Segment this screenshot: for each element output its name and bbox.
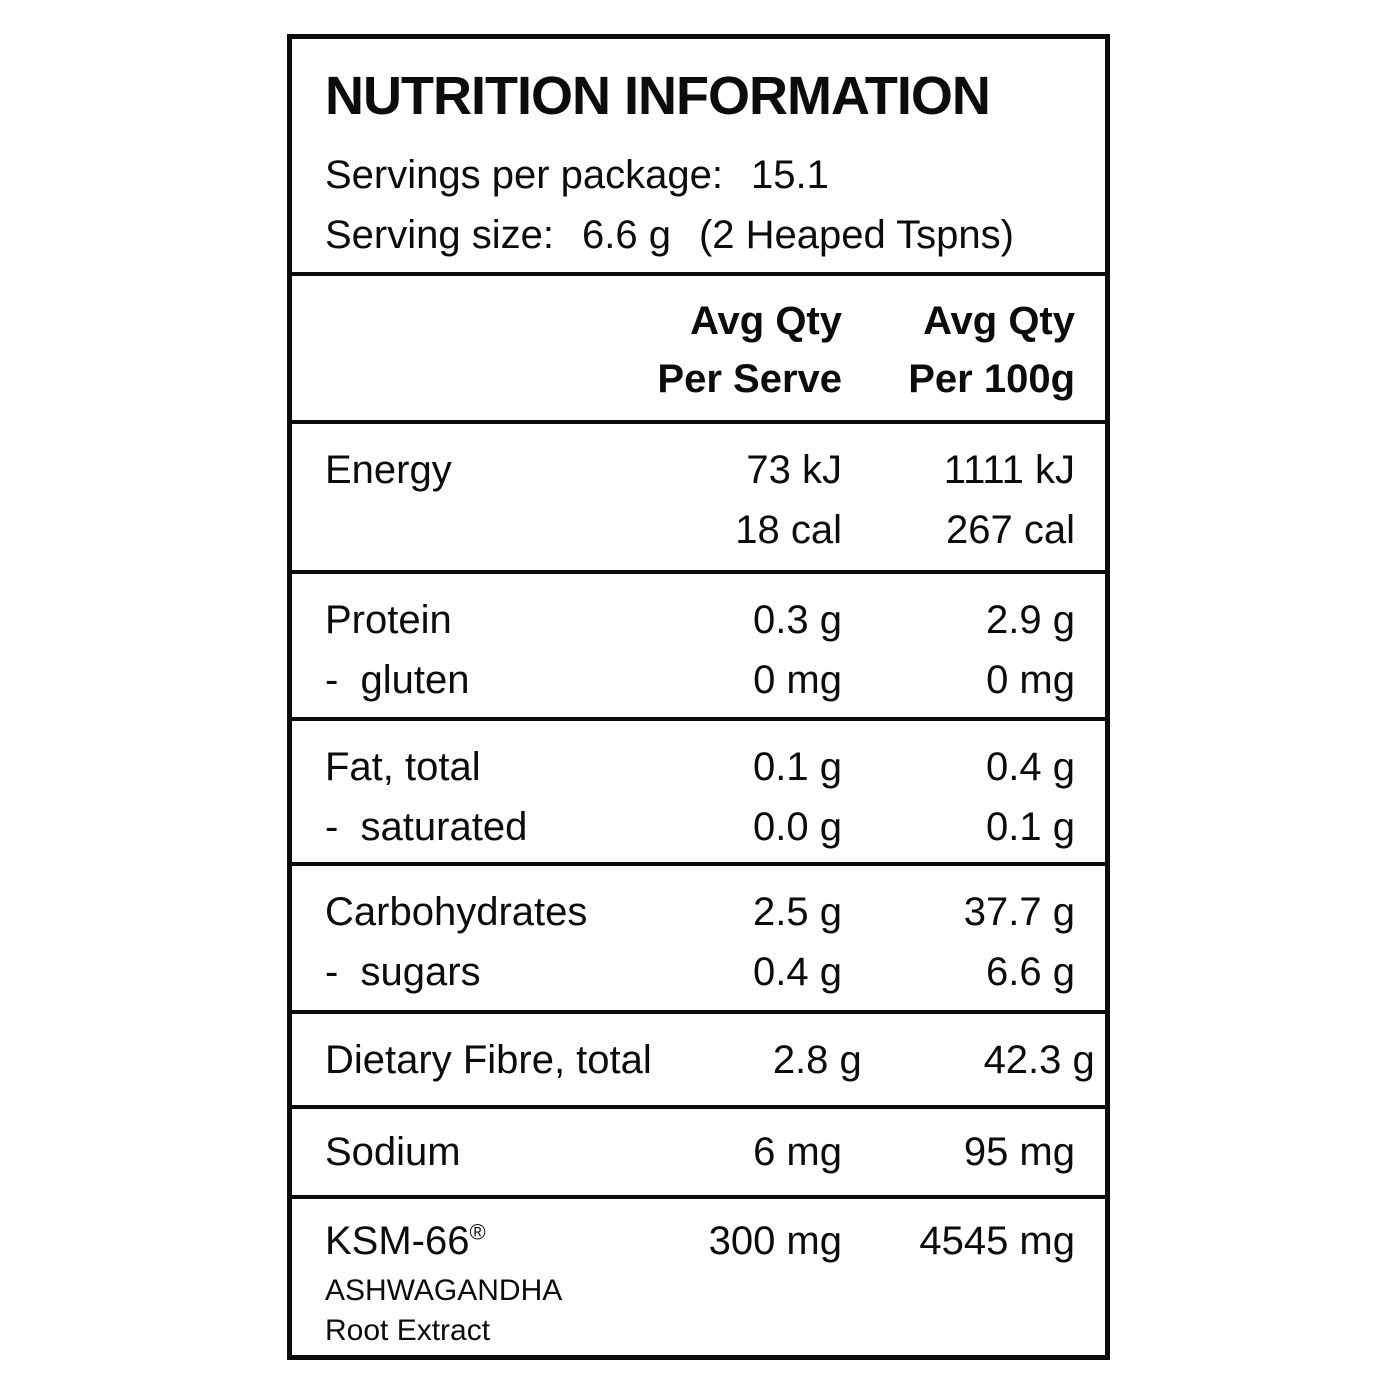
per-serve-header-line1: Avg Qty (690, 299, 842, 343)
fat-total-per-serve: 0.1 g (753, 745, 842, 789)
protein-per-100g: 2.9 g (986, 598, 1075, 642)
dietary-fibre-per-100g: 42.3 g (983, 1037, 1095, 1082)
carbohydrates-per-100g: 37.7 g (963, 890, 1075, 934)
dietary-fibre-per-serve: 2.8 g (772, 1037, 862, 1082)
per-serve-header-line2: Per Serve (657, 357, 842, 401)
protein-per-serve: 0.3 g (753, 598, 842, 642)
sugars-label: - sugars (325, 950, 481, 994)
energy-per-100g-kj: 1111 kJ (943, 448, 1075, 492)
energy-per-100g-cal: 267 cal (946, 508, 1075, 552)
fat-saturated-per-serve: 0.0 g (753, 805, 842, 849)
column-headers: Avg Qty Per Serve Avg Qty Per 100g (292, 272, 1105, 420)
carbohydrates-label: Carbohydrates (325, 890, 588, 934)
sodium-per-serve: 6 mg (753, 1130, 842, 1174)
energy-per-serve-kj: 73 kJ (746, 448, 842, 492)
sugars-per-100g: 6.6 g (986, 950, 1075, 994)
gluten-per-serve: 0 mg (753, 658, 842, 702)
sodium-per-100g: 95 mg (963, 1130, 1075, 1174)
fat-total-per-100g: 0.4 g (986, 745, 1075, 789)
ksm66-per-serve: 300 mg (708, 1219, 842, 1263)
registered-trademark-symbol: ® (469, 1219, 486, 1245)
row-fat: Fat, total 0.1 g 0.4 g - saturated 0.0 g… (292, 717, 1105, 862)
fat-saturated-label: - saturated (325, 805, 528, 849)
panel-header: NUTRITION INFORMATION Servings per packa… (292, 39, 1105, 272)
panel-title: NUTRITION INFORMATION (325, 66, 991, 126)
row-ksm66-ashwagandha: KSM-66® 300 mg 4545 mg ASHWAGANDHA Root … (292, 1195, 1105, 1355)
dietary-fibre-label: Dietary Fibre, total (325, 1037, 652, 1082)
row-carbohydrates: Carbohydrates 2.5 g 37.7 g - sugars 0.4 … (292, 862, 1105, 1010)
ksm66-per-100g: 4545 mg (919, 1219, 1075, 1263)
servings-per-package-line: Servings per package: 15.1 (325, 145, 1075, 205)
protein-label: Protein (325, 598, 452, 642)
sugars-per-serve: 0.4 g (753, 950, 842, 994)
gluten-per-100g: 0 mg (986, 658, 1075, 702)
servings-per-package-label: Servings per package: (325, 153, 724, 197)
serving-size-line: Serving size: 6.6 g (2 Heaped Tspns) (325, 205, 1075, 265)
servings-per-package-value: 15.1 (751, 153, 829, 197)
serving-size-value: 6.6 g (581, 213, 671, 257)
fat-saturated-per-100g: 0.1 g (986, 805, 1075, 849)
serving-size-note: (2 Heaped Tspns) (698, 213, 1014, 257)
row-dietary-fibre: Dietary Fibre, total 2.8 g 42.3 g (292, 1010, 1105, 1105)
row-sodium: Sodium 6 mg 95 mg (292, 1105, 1105, 1195)
ksm66-subline-ashwagandha: ASHWAGANDHA (325, 1274, 563, 1307)
ksm66-subline-root-extract: Root Extract (325, 1314, 491, 1347)
sodium-label: Sodium (325, 1130, 461, 1174)
energy-label: Energy (325, 448, 452, 492)
column-header-per-serve: Avg Qty Per Serve (632, 292, 842, 408)
fat-total-label: Fat, total (325, 745, 481, 789)
row-protein: Protein 0.3 g 2.9 g - gluten 0 mg 0 mg (292, 570, 1105, 717)
carbohydrates-per-serve: 2.5 g (753, 890, 842, 934)
nutrition-information-panel: NUTRITION INFORMATION Servings per packa… (287, 34, 1110, 1360)
column-header-per-100g: Avg Qty Per 100g (842, 292, 1075, 408)
row-energy: Energy 73 kJ 1111 kJ 18 cal 267 cal (292, 420, 1105, 570)
energy-per-serve-cal: 18 cal (735, 508, 842, 552)
serving-size-label: Serving size: (325, 213, 554, 257)
per-100g-header-line2: Per 100g (908, 357, 1075, 401)
per-100g-header-line1: Avg Qty (923, 299, 1075, 343)
gluten-label: - gluten (325, 658, 470, 702)
ksm66-label: KSM-66® (325, 1219, 486, 1263)
